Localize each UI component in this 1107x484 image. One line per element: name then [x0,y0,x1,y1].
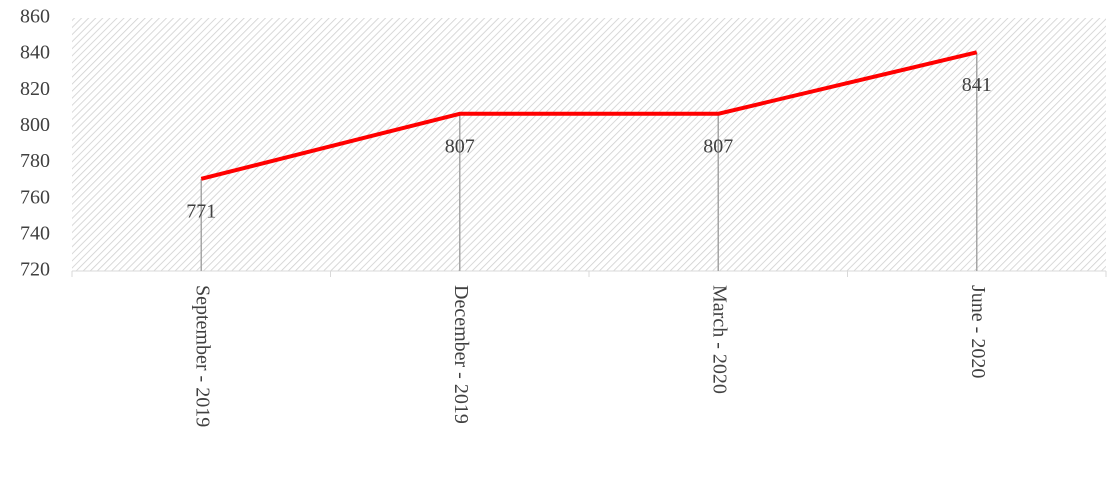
y-tick-label: 720 [20,259,50,281]
plot-background [72,18,1106,271]
x-tick-label: December - 2019 [450,285,472,424]
data-label: 771 [186,200,216,222]
y-tick-label: 820 [20,78,50,100]
y-tick-label: 780 [20,150,50,172]
y-tick-label: 840 [20,42,50,64]
data-line [200,50,978,181]
x-tick-label: September - 2019 [192,285,214,427]
data-label: 807 [445,135,475,157]
y-tick-label: 740 [20,222,50,244]
x-tick-label: June - 2020 [967,285,989,378]
x-tick-label: March - 2020 [709,285,731,394]
y-tick-label: 760 [20,186,50,208]
data-label: 807 [703,135,733,157]
y-tick-label: 800 [20,114,50,136]
data-label: 841 [962,74,992,96]
y-tick-label: 860 [20,6,50,28]
